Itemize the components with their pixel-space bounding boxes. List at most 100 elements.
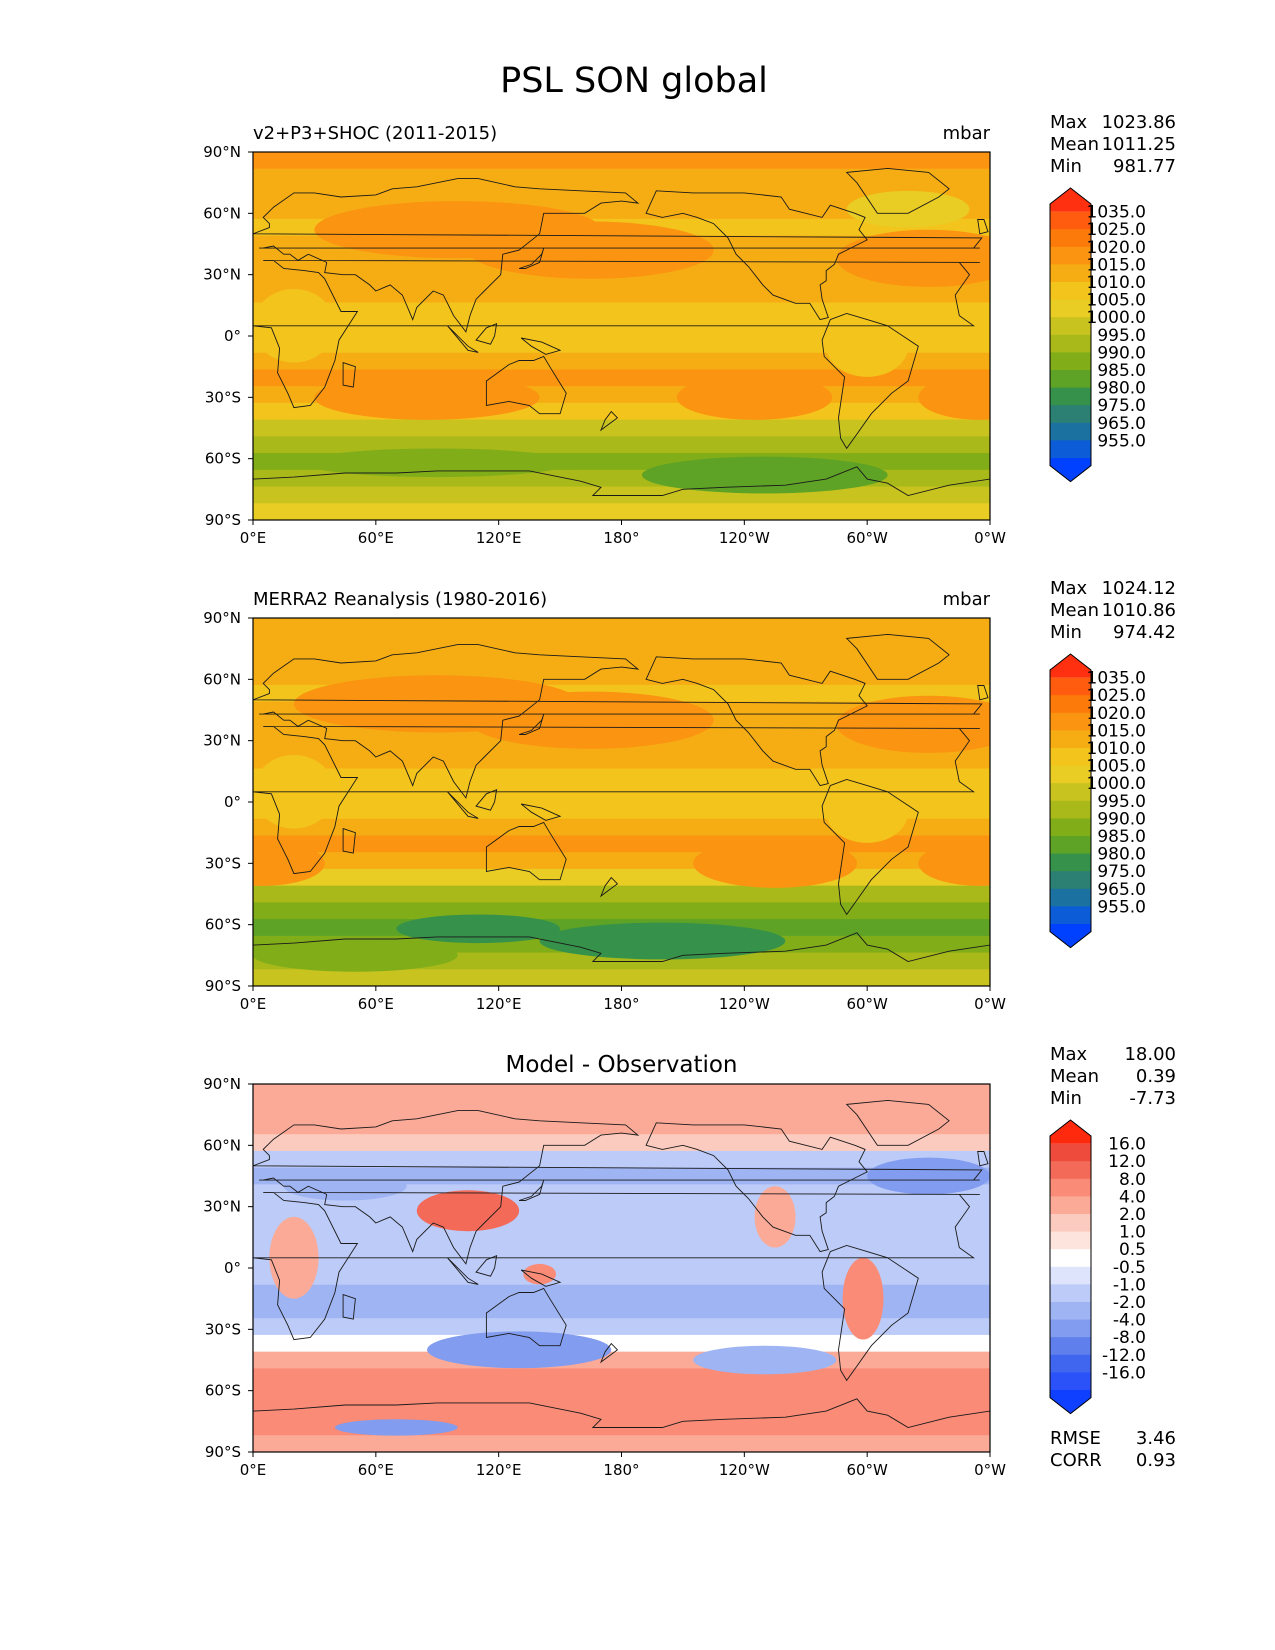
colorbar-tick-label: -4.0 xyxy=(1113,1311,1146,1331)
field-band xyxy=(253,352,990,371)
colorbar-tick-label: 16.0 xyxy=(1108,1135,1146,1155)
colorbar-tick-label: 1025.0 xyxy=(1087,686,1146,706)
colorbar-tick-label: 1010.0 xyxy=(1087,739,1146,759)
colorbar-segment xyxy=(1050,800,1091,819)
field-band xyxy=(253,1284,990,1303)
colorbar-segment xyxy=(1050,712,1091,731)
colorbar-tick-label: 1.0 xyxy=(1119,1223,1146,1243)
field-band xyxy=(253,768,990,787)
colorbar-segment xyxy=(1050,906,1091,925)
y-tick-label: 60°N xyxy=(203,1136,241,1154)
colorbar-segment xyxy=(1050,730,1091,749)
y-tick-label: 0° xyxy=(224,793,241,811)
coastline xyxy=(447,325,479,353)
field-band xyxy=(253,336,990,354)
x-tick-label: 0°W xyxy=(974,995,1006,1013)
field-band xyxy=(253,419,990,438)
colorbar-model: 1035.01025.01020.01015.01010.01005.01000… xyxy=(1049,187,1146,483)
pressure-cell xyxy=(836,229,990,287)
x-tick-label: 60°E xyxy=(358,529,394,547)
coastline xyxy=(520,803,562,821)
colorbar-tick-label: -2.0 xyxy=(1113,1293,1146,1313)
pressure-cell xyxy=(253,840,325,886)
colorbar-segment xyxy=(1050,836,1091,855)
colorbar-outline xyxy=(1049,1119,1092,1415)
colorbar-segment xyxy=(1050,299,1091,318)
stat-value: 1024.12 xyxy=(1102,578,1176,599)
pressure-cell xyxy=(826,781,909,843)
pressure-cell xyxy=(304,448,571,478)
field-observation xyxy=(253,618,990,986)
colorbar-segment xyxy=(1050,211,1091,230)
field-band xyxy=(253,1268,990,1286)
coastline xyxy=(253,1110,983,1265)
stat-value: 1023.86 xyxy=(1102,112,1176,133)
anomaly-cell xyxy=(842,1257,884,1340)
field-band xyxy=(253,1368,990,1386)
field-band xyxy=(253,1150,990,1169)
colorbar-tick-label: 995.0 xyxy=(1097,326,1146,346)
colorbar-segment xyxy=(1050,282,1091,301)
colorbar-tick-label: 955.0 xyxy=(1097,431,1146,451)
x-tick-label: 60°E xyxy=(358,1461,394,1479)
colorbar-tick-label: 965.0 xyxy=(1097,414,1146,434)
field-model xyxy=(253,152,990,520)
colorbar-difference: 16.012.08.04.02.01.00.5-0.5-1.0-2.0-4.0-… xyxy=(1049,1119,1146,1415)
rmse-value: 3.46 xyxy=(1136,1428,1176,1449)
stat-label: Max xyxy=(1050,112,1088,133)
pressure-cell xyxy=(467,221,714,279)
pressure-cell xyxy=(693,838,857,888)
colorbar-tick-label: 1010.0 xyxy=(1087,273,1146,293)
colorbar-segment xyxy=(1050,264,1091,283)
y-tick-label: 30°S xyxy=(205,854,241,872)
colorbar-extend-min xyxy=(1050,1390,1091,1414)
field-band xyxy=(253,185,990,203)
coastline xyxy=(253,932,990,986)
colorbar-segment xyxy=(1050,229,1091,248)
colorbar-segment xyxy=(1050,677,1091,696)
pressure-cell xyxy=(693,1345,837,1375)
coastline xyxy=(645,1122,868,1253)
x-tick-label: 60°W xyxy=(846,529,888,547)
colorbar-segment xyxy=(1050,1284,1091,1303)
x-tick-label: 120°W xyxy=(719,1461,770,1479)
colorbar-segment xyxy=(1050,1249,1091,1268)
coastline xyxy=(253,1191,980,1341)
colorbar-tick-label: 1000.0 xyxy=(1087,774,1146,794)
stat-value: 1010.86 xyxy=(1102,600,1176,621)
x-tick-label: 120°W xyxy=(719,529,770,547)
coastline xyxy=(485,821,567,881)
colorbar-extend-max xyxy=(1050,1120,1091,1144)
colorbar-segment xyxy=(1050,405,1091,424)
coastline xyxy=(447,791,479,819)
field-band xyxy=(253,285,990,304)
coastline xyxy=(253,644,983,799)
field-band xyxy=(253,885,990,904)
y-tick-label: 60°S xyxy=(205,916,241,934)
stat-value: -7.73 xyxy=(1129,1088,1176,1109)
x-tick-label: 0°E xyxy=(240,1461,267,1479)
x-tick-label: 180° xyxy=(603,1461,639,1479)
anomaly-cell xyxy=(416,1190,520,1232)
coastline xyxy=(977,685,989,701)
field-band xyxy=(253,969,990,986)
colorbar-segment xyxy=(1050,1319,1091,1338)
rmse-label: RMSE xyxy=(1050,1428,1101,1449)
colorbar-tick-label: 975.0 xyxy=(1097,396,1146,416)
colorbar-segment xyxy=(1050,1354,1091,1373)
y-tick-label: 30°N xyxy=(203,1198,241,1216)
colorbar-tick-label: 1025.0 xyxy=(1087,220,1146,240)
colorbar-extend-min xyxy=(1050,458,1091,482)
field-band xyxy=(253,1100,990,1119)
coastline xyxy=(599,876,619,898)
colorbar-tick-label: 0.5 xyxy=(1119,1240,1146,1260)
pressure-cell xyxy=(641,456,888,494)
coastline xyxy=(518,1179,545,1201)
coastline xyxy=(821,313,919,450)
field-band xyxy=(253,1385,990,1403)
colorbar-segment xyxy=(1050,422,1091,441)
colorbar-tick-label: 985.0 xyxy=(1097,361,1146,381)
colorbar-tick-label: 1035.0 xyxy=(1087,669,1146,689)
field-band xyxy=(253,634,990,653)
pressure-cell xyxy=(396,914,561,944)
